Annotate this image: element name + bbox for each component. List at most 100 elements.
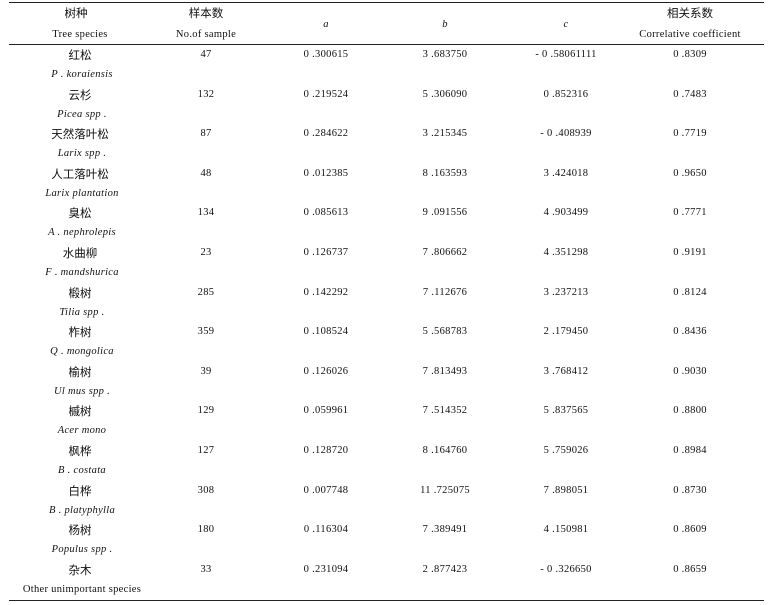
header-b: b [442, 19, 448, 30]
cell-a: 0 .012385 [303, 168, 349, 179]
species-sci-row: Larix plantation [0, 187, 773, 205]
species-scientific-name: Q . mongolica [50, 346, 114, 357]
cell-n: 87 [200, 128, 212, 139]
table-row: 臭松 134 0 .085613 9 .091556 4 .903499 0 .7771 [0, 206, 773, 226]
cell-r: 0 .9030 [673, 366, 707, 377]
species-sci-row: A . nephrolepis [0, 226, 773, 244]
cell-n: 308 [197, 485, 215, 496]
cell-r: 0 .8609 [673, 524, 707, 535]
cell-c: - 0 .408939 [540, 128, 592, 139]
cell-r: 0 .8309 [673, 49, 707, 60]
table-top-rule [9, 2, 764, 3]
header-coef-zh: 相关系数 [667, 6, 713, 20]
cell-c: 3 .768412 [543, 366, 589, 377]
species-scientific-name: A . nephrolepis [48, 227, 116, 238]
header-sample-en: No.of sample [175, 29, 237, 40]
table-row: 红松 47 0 .300615 3 .683750 - 0 .58061111 0 .83… [0, 48, 773, 68]
species-zh: 臭松 [68, 206, 92, 220]
species-scientific-name: F . mandshurica [45, 267, 119, 278]
cell-a: 0 .059961 [303, 405, 349, 416]
cell-n: 359 [197, 326, 215, 337]
cell-b: 3 .215345 [422, 128, 468, 139]
cell-n: 127 [197, 445, 215, 456]
species-zh: 榆树 [68, 365, 92, 379]
cell-c: 4 .351298 [543, 247, 589, 258]
cell-b: 7 .112676 [422, 287, 468, 298]
table-row: 槭树 129 0 .059961 7 .514352 5 .837565 0 .8800 [0, 404, 773, 424]
table-row: 天然落叶松 87 0 .284622 3 .215345 - 0 .408939 0 .7… [0, 127, 773, 147]
species-scientific-name: B . costata [58, 465, 106, 476]
species-sci-row: Other unimportant species [0, 583, 773, 601]
cell-r: 0 .8659 [673, 564, 707, 575]
cell-b: 7 .389491 [422, 524, 468, 535]
cell-n: 23 [200, 247, 212, 258]
species-scientific-name: Populus spp . [51, 544, 113, 555]
cell-n: 129 [197, 405, 215, 416]
table-bottom-rule [9, 600, 764, 601]
cell-a: 0 .128720 [303, 445, 349, 456]
table-row: 人工落叶松 48 0 .012385 8 .163593 3 .424018 0 .965… [0, 167, 773, 187]
cell-a: 0 .284622 [303, 128, 349, 139]
cell-b: 9 .091556 [422, 207, 468, 218]
cell-r: 0 .7719 [673, 128, 707, 139]
header-a: a [323, 19, 329, 30]
cell-b: 2 .877423 [422, 564, 468, 575]
cell-r: 0 .8730 [673, 485, 707, 496]
species-zh: 柞树 [68, 325, 92, 339]
cell-a: 0 .126026 [303, 366, 349, 377]
table-row: 杨树 180 0 .116304 7 .389491 4 .150981 0 .8609 [0, 523, 773, 543]
cell-n: 132 [197, 89, 215, 100]
species-zh: 天然落叶松 [51, 127, 109, 141]
species-sci-row: Populus spp . [0, 543, 773, 561]
species-zh: 白桦 [68, 484, 92, 498]
cell-n: 33 [200, 564, 212, 575]
cell-r: 0 .8800 [673, 405, 707, 416]
header-sample-zh: 样本数 [188, 6, 224, 20]
cell-n: 39 [200, 366, 212, 377]
species-zh: 红松 [68, 48, 92, 62]
species-sci-row: Ul mus spp . [0, 385, 773, 403]
cell-a: 0 .219524 [303, 89, 349, 100]
cell-c: - 0 .326650 [540, 564, 592, 575]
header-coef-en: Correlative coefficient [639, 29, 741, 40]
table-row: 杂木 33 0 .231094 2 .877423 - 0 .326650 0 .8659 [0, 563, 773, 583]
species-sci-row: B . platyphylla [0, 504, 773, 522]
cell-n: 47 [200, 49, 212, 60]
cell-a: 0 .085613 [303, 207, 349, 218]
cell-a: 0 .300615 [303, 49, 349, 60]
cell-n: 134 [197, 207, 215, 218]
cell-r: 0 .8124 [673, 287, 707, 298]
cell-b: 7 .813493 [422, 366, 468, 377]
species-sci-row: Larix spp . [0, 147, 773, 165]
species-zh: 人工落叶松 [51, 167, 109, 181]
cell-c: 7 .898051 [543, 485, 589, 496]
cell-c: 5 .837565 [543, 405, 589, 416]
species-scientific-name: Larix spp . [57, 148, 107, 159]
cell-b: 7 .806662 [422, 247, 468, 258]
cell-a: 0 .142292 [303, 287, 349, 298]
table-row: 椴树 285 0 .142292 7 .112676 3 .237213 0 .8124 [0, 286, 773, 306]
species-zh: 槭树 [68, 404, 92, 418]
table-header-rule [9, 44, 764, 45]
cell-c: 3 .237213 [543, 287, 589, 298]
species-scientific-name: B . platyphylla [48, 505, 116, 516]
species-scientific-name: Picea spp . [57, 109, 107, 120]
cell-a: 0 .108524 [303, 326, 349, 337]
cell-c: 4 .150981 [543, 524, 589, 535]
cell-n: 285 [197, 287, 215, 298]
cell-r: 0 .8984 [673, 445, 707, 456]
species-sci-row: Acer mono [0, 424, 773, 442]
species-sci-row: Q . mongolica [0, 345, 773, 363]
cell-n: 48 [200, 168, 212, 179]
cell-n: 180 [197, 524, 215, 535]
cell-r: 0 .7483 [673, 89, 707, 100]
species-sci-row: Picea spp . [0, 108, 773, 126]
cell-b: 5 .306090 [422, 89, 468, 100]
species-sci-row: F . mandshurica [0, 266, 773, 284]
species-scientific-name: P . koraiensis [51, 69, 113, 80]
cell-r: 0 .8436 [673, 326, 707, 337]
cell-r: 0 .7771 [673, 207, 707, 218]
cell-c: 0 .852316 [543, 89, 589, 100]
cell-r: 0 .9191 [673, 247, 707, 258]
